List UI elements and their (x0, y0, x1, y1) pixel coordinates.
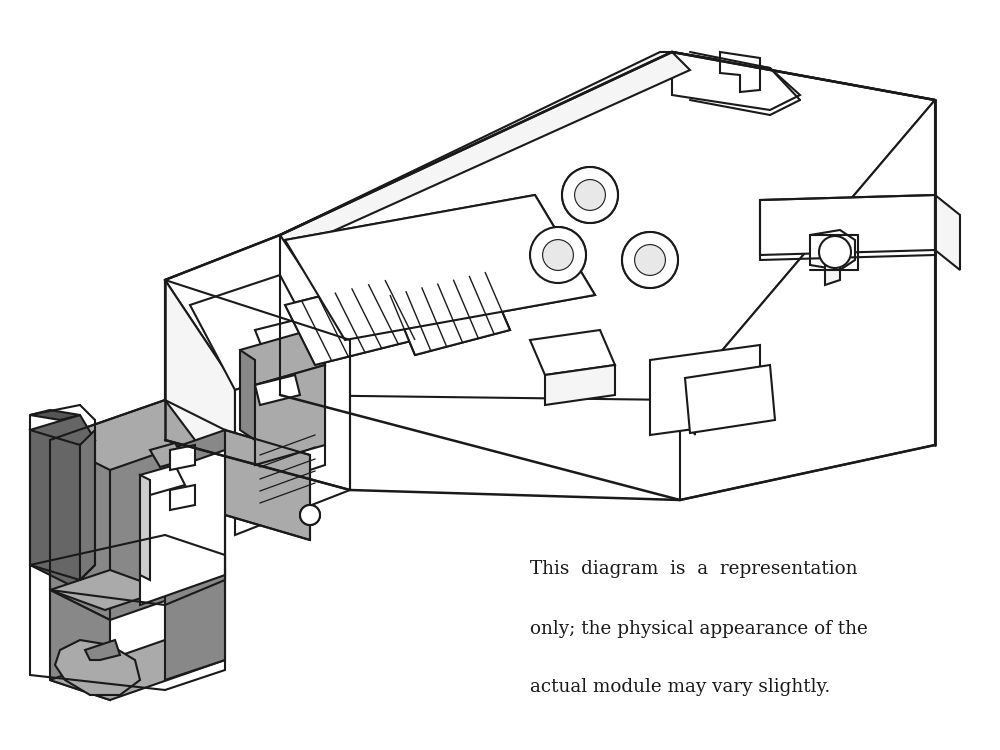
Circle shape (622, 232, 678, 288)
Circle shape (530, 227, 586, 283)
Polygon shape (235, 340, 350, 535)
Polygon shape (165, 570, 225, 680)
Circle shape (562, 167, 618, 223)
Polygon shape (285, 195, 595, 340)
Polygon shape (80, 430, 95, 580)
Polygon shape (50, 570, 165, 610)
Circle shape (575, 179, 605, 211)
Polygon shape (685, 370, 770, 405)
Polygon shape (30, 430, 80, 590)
Polygon shape (170, 445, 195, 470)
Circle shape (543, 239, 573, 271)
Text: only; the physical appearance of the: only; the physical appearance of the (530, 620, 868, 638)
Polygon shape (240, 330, 325, 385)
Polygon shape (285, 280, 415, 365)
Polygon shape (165, 280, 235, 490)
Polygon shape (165, 235, 280, 440)
Polygon shape (255, 320, 305, 355)
Polygon shape (545, 365, 615, 405)
Polygon shape (225, 430, 310, 540)
Circle shape (530, 227, 586, 283)
Polygon shape (50, 440, 110, 620)
Polygon shape (165, 235, 350, 385)
Polygon shape (85, 640, 120, 660)
Polygon shape (650, 345, 760, 435)
Polygon shape (170, 485, 195, 510)
Polygon shape (760, 195, 935, 255)
Polygon shape (285, 280, 415, 365)
Polygon shape (260, 350, 310, 385)
Text: This  diagram  is  a  representation: This diagram is a representation (530, 560, 858, 578)
Circle shape (543, 239, 573, 271)
Polygon shape (255, 365, 325, 465)
Polygon shape (140, 475, 150, 580)
Polygon shape (672, 52, 800, 110)
Polygon shape (280, 52, 935, 400)
Polygon shape (140, 465, 185, 495)
Polygon shape (720, 52, 760, 92)
Circle shape (300, 505, 320, 525)
Polygon shape (285, 195, 595, 340)
Polygon shape (255, 375, 300, 405)
Polygon shape (935, 195, 960, 270)
Circle shape (575, 179, 605, 211)
Polygon shape (50, 640, 225, 700)
Polygon shape (140, 450, 225, 605)
Circle shape (819, 236, 851, 268)
Circle shape (635, 244, 665, 275)
Polygon shape (110, 430, 225, 620)
Polygon shape (280, 52, 690, 255)
Polygon shape (810, 230, 855, 270)
Polygon shape (685, 380, 695, 435)
Polygon shape (685, 365, 775, 433)
Polygon shape (190, 275, 325, 390)
Polygon shape (825, 255, 840, 285)
Polygon shape (695, 395, 770, 430)
Circle shape (562, 167, 618, 223)
Polygon shape (30, 410, 80, 420)
Polygon shape (390, 272, 510, 355)
Polygon shape (240, 350, 255, 440)
Text: actual module may vary slightly.: actual module may vary slightly. (530, 678, 830, 696)
Polygon shape (680, 100, 935, 500)
Circle shape (635, 244, 665, 275)
Polygon shape (150, 443, 185, 467)
Polygon shape (50, 590, 110, 700)
Polygon shape (50, 400, 225, 520)
Polygon shape (530, 330, 615, 375)
Polygon shape (390, 272, 510, 355)
Polygon shape (55, 640, 140, 695)
Polygon shape (30, 415, 95, 455)
Circle shape (622, 232, 678, 288)
Polygon shape (235, 360, 325, 495)
Circle shape (300, 505, 320, 525)
